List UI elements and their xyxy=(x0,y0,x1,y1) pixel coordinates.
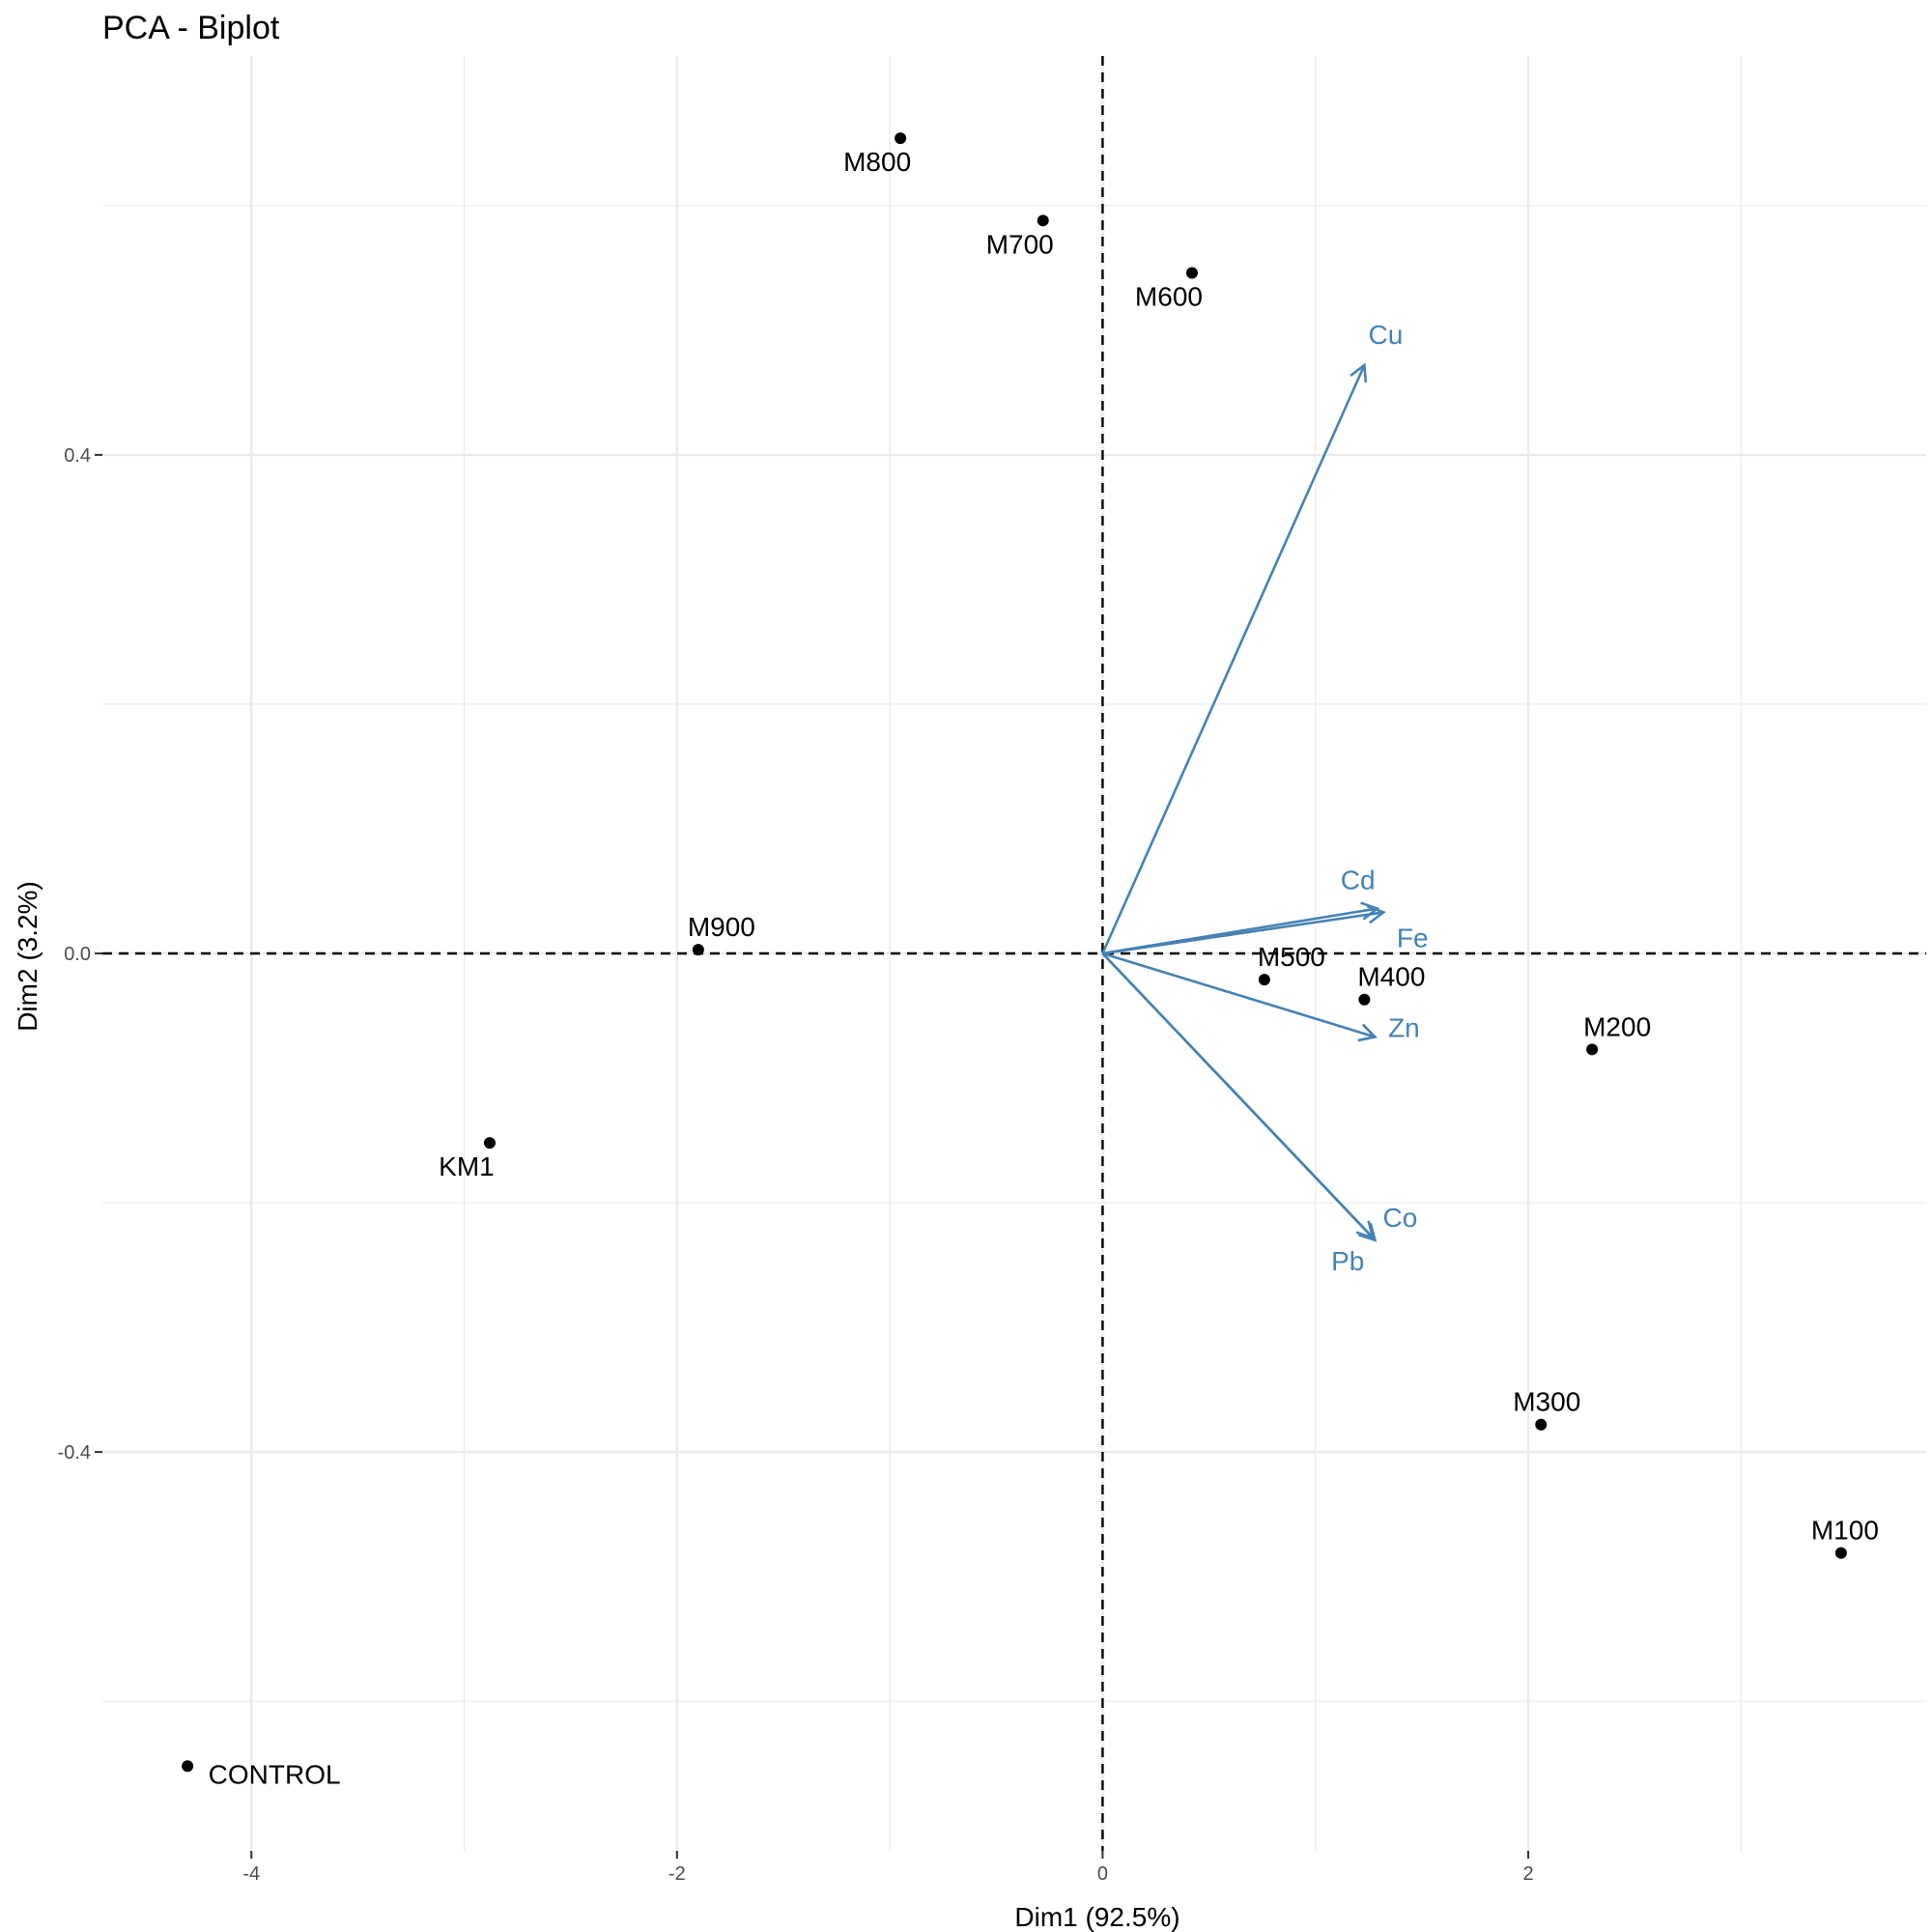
point-label-m500: M500 xyxy=(1258,942,1325,972)
point-control xyxy=(182,1760,194,1773)
y-tick-label: 0.0 xyxy=(64,944,91,965)
arrowhead-pb xyxy=(1355,1220,1376,1240)
point-m900 xyxy=(692,944,704,956)
x-tick-label: -4 xyxy=(242,1863,260,1885)
variable-label-zn: Zn xyxy=(1388,1012,1420,1042)
arrowhead-zn xyxy=(1357,1023,1378,1042)
observation-points: M800 M700 M600 M900 M500 M400 M200 KM1 M300 M100 C… xyxy=(182,132,1879,1789)
point-m700 xyxy=(1037,214,1049,227)
chart-title: PCA - Biplot xyxy=(102,10,280,46)
point-label-m800: M800 xyxy=(843,147,911,177)
variable-label-fe: Fe xyxy=(1397,923,1429,952)
point-m400 xyxy=(1358,993,1371,1006)
variable-label-co: Co xyxy=(1383,1203,1418,1233)
arrowhead-co xyxy=(1357,1223,1378,1242)
x-tick-label: 0 xyxy=(1097,1863,1108,1885)
point-m200 xyxy=(1586,1043,1599,1056)
x-tick-label: -2 xyxy=(668,1863,686,1885)
point-km1 xyxy=(483,1137,496,1150)
point-label-control: CONTROL xyxy=(209,1759,341,1789)
arrow-cu xyxy=(1101,364,1366,954)
arrow-pb xyxy=(1101,952,1375,1239)
variable-arrows: Cu Cd Fe Zn Co Pb xyxy=(1101,320,1429,1276)
arrowhead-cu xyxy=(1350,362,1368,384)
x-axis-title: Dim1 (92.5%) xyxy=(1014,1902,1179,1932)
x-tick-label: 2 xyxy=(1522,1863,1533,1885)
point-label-m600: M600 xyxy=(1135,282,1203,312)
reference-lines xyxy=(102,56,1926,1851)
point-m800 xyxy=(895,132,907,145)
point-label-m300: M300 xyxy=(1513,1387,1580,1417)
variable-label-pb: Pb xyxy=(1331,1246,1364,1276)
point-label-m200: M200 xyxy=(1583,1011,1651,1041)
point-m500 xyxy=(1258,974,1270,986)
y-tick-label: -0.4 xyxy=(58,1442,91,1463)
arrow-fe xyxy=(1102,911,1384,955)
arrowhead-fe xyxy=(1366,904,1386,924)
y-tick-label: 0.4 xyxy=(64,445,91,467)
variable-label-cd: Cd xyxy=(1341,866,1376,895)
point-m300 xyxy=(1535,1418,1548,1431)
axis-ticks: -4 -2 0 2 -0.4 0.0 0.4 xyxy=(58,445,1534,1885)
point-label-m100: M100 xyxy=(1811,1516,1879,1546)
point-label-m700: M700 xyxy=(986,229,1054,259)
y-axis-title: Dim2 (3.2%) xyxy=(13,881,43,1032)
point-m100 xyxy=(1834,1547,1847,1559)
point-label-km1: KM1 xyxy=(439,1151,495,1181)
arrow-zn xyxy=(1102,952,1376,1038)
point-label-m900: M900 xyxy=(688,912,755,942)
point-label-m400: M400 xyxy=(1357,962,1425,992)
variable-label-cu: Cu xyxy=(1369,320,1404,350)
point-m600 xyxy=(1185,267,1198,279)
